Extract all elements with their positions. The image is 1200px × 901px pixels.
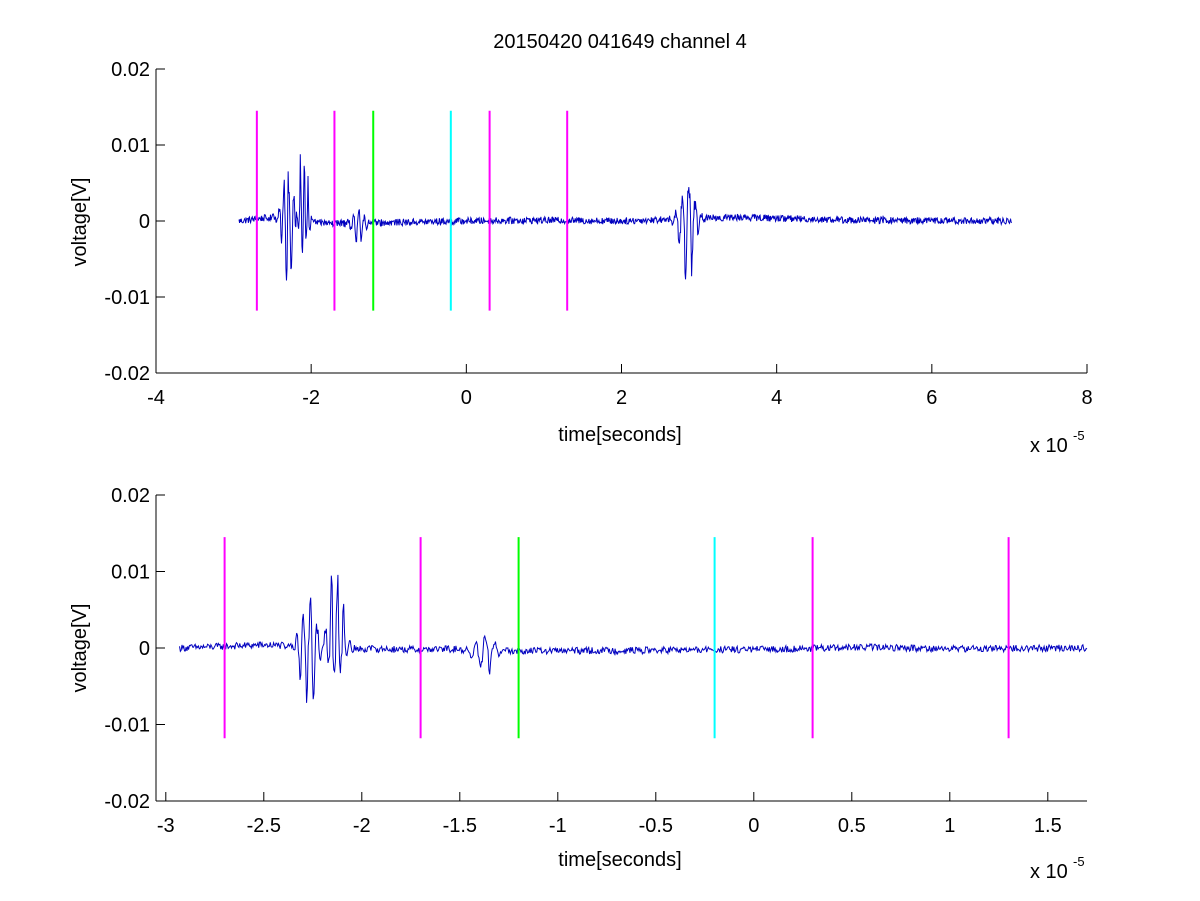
bottom-axes: time[seconds] voltage[V] x 10 -5 -3 -2.5 -… bbox=[69, 485, 1088, 883]
bottom-x-exponent-label: x 10 bbox=[1030, 861, 1068, 883]
bottom-y-tick-label: -0.02 bbox=[104, 791, 150, 813]
bottom-y-tick-label: 0.01 bbox=[111, 562, 150, 584]
top-y-tick-label: 0.02 bbox=[111, 59, 150, 81]
top-x-tick-label: 2 bbox=[616, 387, 627, 409]
top-x-tick-label: 8 bbox=[1081, 387, 1092, 409]
top-y-axis-label: voltage[V] bbox=[69, 178, 91, 267]
figure-title: 20150420 041649 channel 4 bbox=[493, 31, 747, 53]
top-x-tick-label: 0 bbox=[461, 387, 472, 409]
bottom-y-axis-label: voltage[V] bbox=[69, 604, 91, 693]
bottom-y-tick-label: 0 bbox=[139, 638, 150, 660]
top-axes: time[seconds] voltage[V] x 10 -5 -4 -2 0 2 4… bbox=[69, 59, 1093, 457]
bottom-x-tick-label: 1.5 bbox=[1034, 815, 1062, 837]
bottom-x-tick-label: -1.5 bbox=[443, 815, 477, 837]
bottom-y-tick-label: 0.02 bbox=[111, 485, 150, 507]
top-x-exponent-power: -5 bbox=[1073, 428, 1085, 443]
bottom-x-tick-label: -2.5 bbox=[247, 815, 281, 837]
bottom-x-tick-label: -2 bbox=[353, 815, 371, 837]
top-x-tick-label: -2 bbox=[302, 387, 320, 409]
bottom-x-tick-label: 1 bbox=[944, 815, 955, 837]
top-y-tick-label: 0 bbox=[139, 211, 150, 233]
top-x-tick-label: -4 bbox=[147, 387, 165, 409]
bottom-x-exponent-power: -5 bbox=[1073, 854, 1085, 869]
top-signal-trace bbox=[238, 154, 1013, 281]
bottom-x-tick-label: -0.5 bbox=[639, 815, 673, 837]
top-y-tick-label: -0.01 bbox=[104, 287, 150, 309]
bottom-x-tick-label: -3 bbox=[157, 815, 175, 837]
top-y-tick-label: 0.01 bbox=[111, 135, 150, 157]
top-y-tick-label: -0.02 bbox=[104, 363, 150, 385]
top-x-axis-label: time[seconds] bbox=[558, 424, 681, 446]
bottom-y-tick-label: -0.01 bbox=[104, 715, 150, 737]
bottom-signal-trace bbox=[179, 574, 1088, 703]
bottom-x-tick-label: 0.5 bbox=[838, 815, 866, 837]
bottom-x-tick-label: 0 bbox=[748, 815, 759, 837]
top-x-tick-label: 4 bbox=[771, 387, 782, 409]
bottom-x-tick-label: -1 bbox=[549, 815, 567, 837]
top-x-exponent-label: x 10 bbox=[1030, 435, 1068, 457]
bottom-x-axis-label: time[seconds] bbox=[558, 849, 681, 871]
top-x-tick-label: 6 bbox=[926, 387, 937, 409]
